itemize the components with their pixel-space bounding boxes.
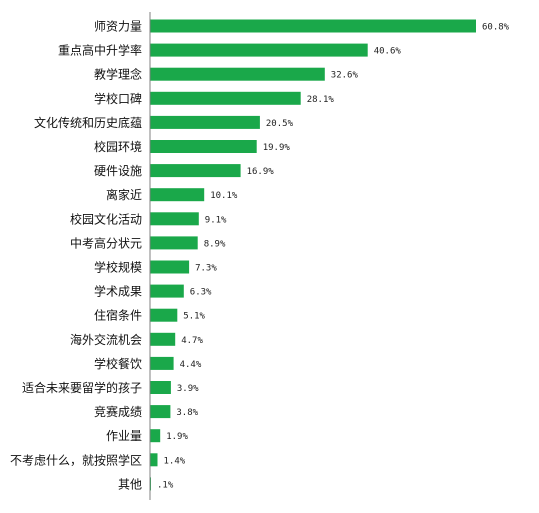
- category-label-10: 学校规模: [94, 260, 142, 275]
- bar-2: [150, 67, 325, 81]
- bar-8: [150, 212, 199, 226]
- bar-18: [150, 453, 158, 467]
- bar-16: [150, 405, 171, 419]
- value-label-2: 32.6%: [331, 71, 359, 81]
- bar-5: [150, 140, 257, 153]
- category-label-9: 中考高分状元: [70, 235, 142, 250]
- bar-4: [150, 115, 260, 129]
- value-label-15: 3.9%: [177, 384, 199, 394]
- value-label-4: 20.5%: [266, 119, 294, 129]
- category-label-5: 校园环境: [94, 139, 142, 154]
- bars-layer: [150, 19, 476, 491]
- value-label-8: 9.1%: [205, 215, 227, 225]
- value-label-0: 60.8%: [482, 23, 510, 33]
- value-label-3: 28.1%: [307, 95, 335, 105]
- category-label-14: 学校餐饮: [94, 356, 142, 371]
- bar-17: [150, 429, 161, 443]
- category-label-17: 作业量: [106, 429, 142, 443]
- bar-11: [150, 284, 184, 298]
- value-label-12: 5.1%: [183, 312, 205, 322]
- category-label-7: 离家近: [106, 187, 142, 202]
- value-label-19: .1%: [157, 480, 174, 490]
- bar-9: [150, 236, 198, 250]
- bar-0: [150, 19, 476, 33]
- bar-15: [150, 381, 171, 394]
- category-label-1: 重点高中升学率: [58, 43, 142, 58]
- value-label-1: 40.6%: [374, 47, 402, 57]
- category-label-18: 不考虑什么，就按照学区: [10, 452, 142, 467]
- value-label-14: 4.4%: [180, 360, 202, 370]
- category-labels: 师资力量重点高中升学率教学理念学校口碑文化传统和历史底蕴校园环境硬件设施离家近校…: [10, 20, 142, 492]
- value-label-18: 1.4%: [164, 456, 186, 466]
- value-label-5: 19.9%: [263, 143, 291, 153]
- bar-6: [150, 164, 241, 178]
- category-label-11: 学术成果: [94, 284, 142, 299]
- value-label-11: 6.3%: [190, 288, 212, 298]
- bar-3: [150, 91, 301, 105]
- category-label-16: 竞赛成绩: [94, 404, 142, 419]
- category-label-12: 住宿条件: [94, 308, 142, 323]
- value-label-6: 16.9%: [247, 167, 275, 177]
- bar-13: [150, 332, 176, 346]
- bar-7: [150, 188, 205, 202]
- category-label-19: 其他: [118, 477, 142, 491]
- category-label-2: 教学理念: [94, 67, 142, 82]
- value-label-13: 4.7%: [181, 336, 203, 346]
- bar-12: [150, 308, 178, 322]
- value-labels: 60.8% 40.6% 32.6% 28.1% 20.5% 19.9% 16.9% 10.1%…: [157, 23, 510, 491]
- value-label-16: 3.8%: [176, 408, 198, 418]
- value-label-7: 10.1%: [210, 191, 238, 201]
- category-label-13: 海外交流机会: [70, 332, 142, 347]
- bar-10: [150, 260, 190, 274]
- category-label-15: 适合未来要留学的孩子: [22, 380, 142, 395]
- bar-1: [150, 43, 368, 57]
- bar-14: [150, 356, 174, 370]
- category-label-0: 师资力量: [94, 20, 142, 34]
- value-label-10: 7.3%: [195, 264, 217, 274]
- category-label-3: 学校口碑: [94, 91, 142, 106]
- category-label-6: 硬件设施: [94, 164, 142, 178]
- category-label-4: 文化传统和历史底蕴: [34, 115, 142, 130]
- category-label-8: 校园文化活动: [70, 211, 142, 226]
- value-label-17: 1.9%: [166, 432, 188, 442]
- value-label-9: 8.9%: [204, 239, 226, 249]
